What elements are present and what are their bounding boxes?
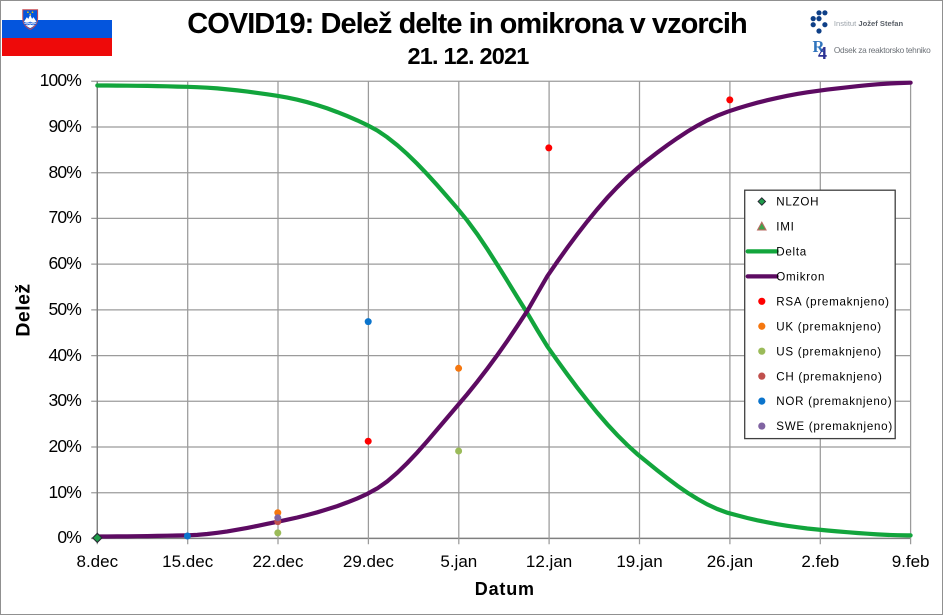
svg-text:NLZOH: NLZOH	[776, 196, 819, 209]
svg-text:CH (premaknjeno): CH (premaknjeno)	[776, 370, 882, 383]
svg-text:UK (premaknjeno): UK (premaknjeno)	[776, 320, 882, 333]
svg-text:SWE (premaknjeno): SWE (premaknjeno)	[776, 420, 893, 433]
svg-text:Omikron: Omikron	[776, 271, 825, 284]
svg-text:Delta: Delta	[776, 246, 807, 259]
svg-text:RSA (premaknjeno): RSA (premaknjeno)	[776, 295, 889, 308]
svg-text:IMI: IMI	[776, 221, 794, 234]
svg-text:NOR (premaknjeno): NOR (premaknjeno)	[776, 395, 892, 408]
svg-text:US (premaknjeno): US (premaknjeno)	[776, 345, 882, 358]
